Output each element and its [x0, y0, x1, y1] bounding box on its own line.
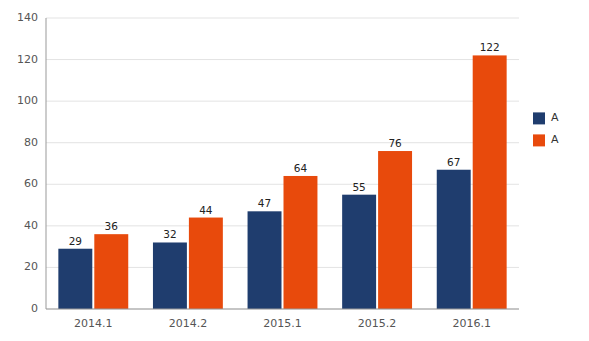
y-tick-label: 20 — [24, 260, 38, 273]
bar — [153, 242, 187, 309]
data-label: 64 — [294, 162, 308, 174]
chart-svg: 0204060801001201402932475567364464761222… — [0, 0, 589, 341]
data-label: 47 — [258, 197, 271, 209]
data-label: 29 — [69, 235, 82, 247]
data-label: 32 — [163, 228, 176, 240]
x-axis-line — [46, 309, 519, 310]
data-label: 55 — [352, 181, 365, 193]
y-tick-label: 80 — [24, 136, 38, 149]
x-tick-label: 2016.1 — [452, 317, 491, 330]
y-tick-label: 0 — [31, 302, 38, 315]
y-tick-label: 140 — [17, 11, 38, 24]
grid-line — [46, 101, 519, 102]
data-label: 76 — [388, 137, 402, 149]
grid — [46, 18, 519, 309]
x-tick-label: 2015.1 — [263, 317, 302, 330]
legend-swatch — [533, 134, 545, 146]
data-label: 36 — [105, 220, 119, 232]
bar — [342, 195, 376, 309]
page: {"chart_data": {"type": "bar", "categori… — [0, 0, 589, 341]
x-axis: 2014.1 2014.2 2015.1 2015.2 2016.1 — [46, 309, 519, 330]
grid-line — [46, 309, 519, 310]
y-tick-label: 100 — [17, 94, 38, 107]
data-label: 122 — [480, 41, 500, 53]
data-label: 44 — [199, 204, 213, 216]
chart-container: 0204060801001201402932475567364464761222… — [0, 0, 589, 341]
legend-label: A — [551, 133, 559, 146]
bar — [437, 170, 471, 309]
legend-swatch — [533, 112, 545, 124]
y-axis-line — [46, 18, 47, 309]
x-tick-label: 2015.2 — [358, 317, 397, 330]
bar — [284, 176, 318, 309]
grid-line — [46, 18, 519, 19]
data-labels: 29 32 47 55 67 36 44 64 76 122 — [69, 41, 500, 246]
bar — [248, 211, 282, 309]
bar — [378, 151, 412, 309]
y-tick-label: 120 — [17, 53, 38, 66]
x-tick-label: 2014.2 — [169, 317, 208, 330]
legend: AA — [533, 111, 559, 146]
data-label: 67 — [447, 156, 460, 168]
y-tick-label: 40 — [24, 219, 38, 232]
bar — [94, 234, 128, 309]
bars — [58, 55, 506, 309]
bar — [473, 55, 507, 309]
bar — [189, 218, 223, 309]
grid-line — [46, 59, 519, 60]
x-tick-label: 2014.1 — [74, 317, 113, 330]
bar — [58, 249, 92, 309]
legend-label: A — [551, 111, 559, 124]
y-axis: 0 20 40 60 80 100 120 140 — [17, 11, 46, 315]
y-tick-label: 60 — [24, 177, 38, 190]
grid-line — [46, 142, 519, 143]
